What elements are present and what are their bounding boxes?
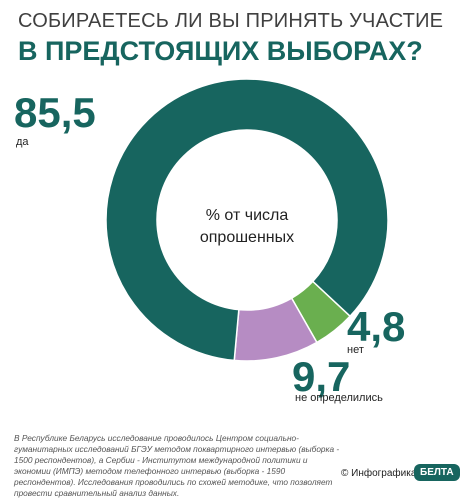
footnote: В Республике Беларусь исследование прово… (14, 433, 340, 498)
category-label: да (16, 136, 29, 148)
chart-title: СОБИРАЕТЕСЬ ЛИ ВЫ ПРИНЯТЬ УЧАСТИЕ (18, 10, 444, 32)
chart-subtitle: В ПРЕДСТОЯЩИХ ВЫБОРАХ? (18, 36, 423, 66)
category-label: не определились (295, 392, 383, 404)
value-label: 4,8 (347, 303, 406, 350)
logo: БЕЛТА (414, 464, 460, 481)
center-label: % от числа опрошенных (199, 207, 295, 246)
category-label: нет (347, 344, 364, 356)
value-label: 9,7 (292, 353, 351, 400)
value-label: 85,5 (14, 89, 96, 136)
pie-slice (105, 78, 389, 362)
credit: © Инфографика (341, 468, 417, 479)
